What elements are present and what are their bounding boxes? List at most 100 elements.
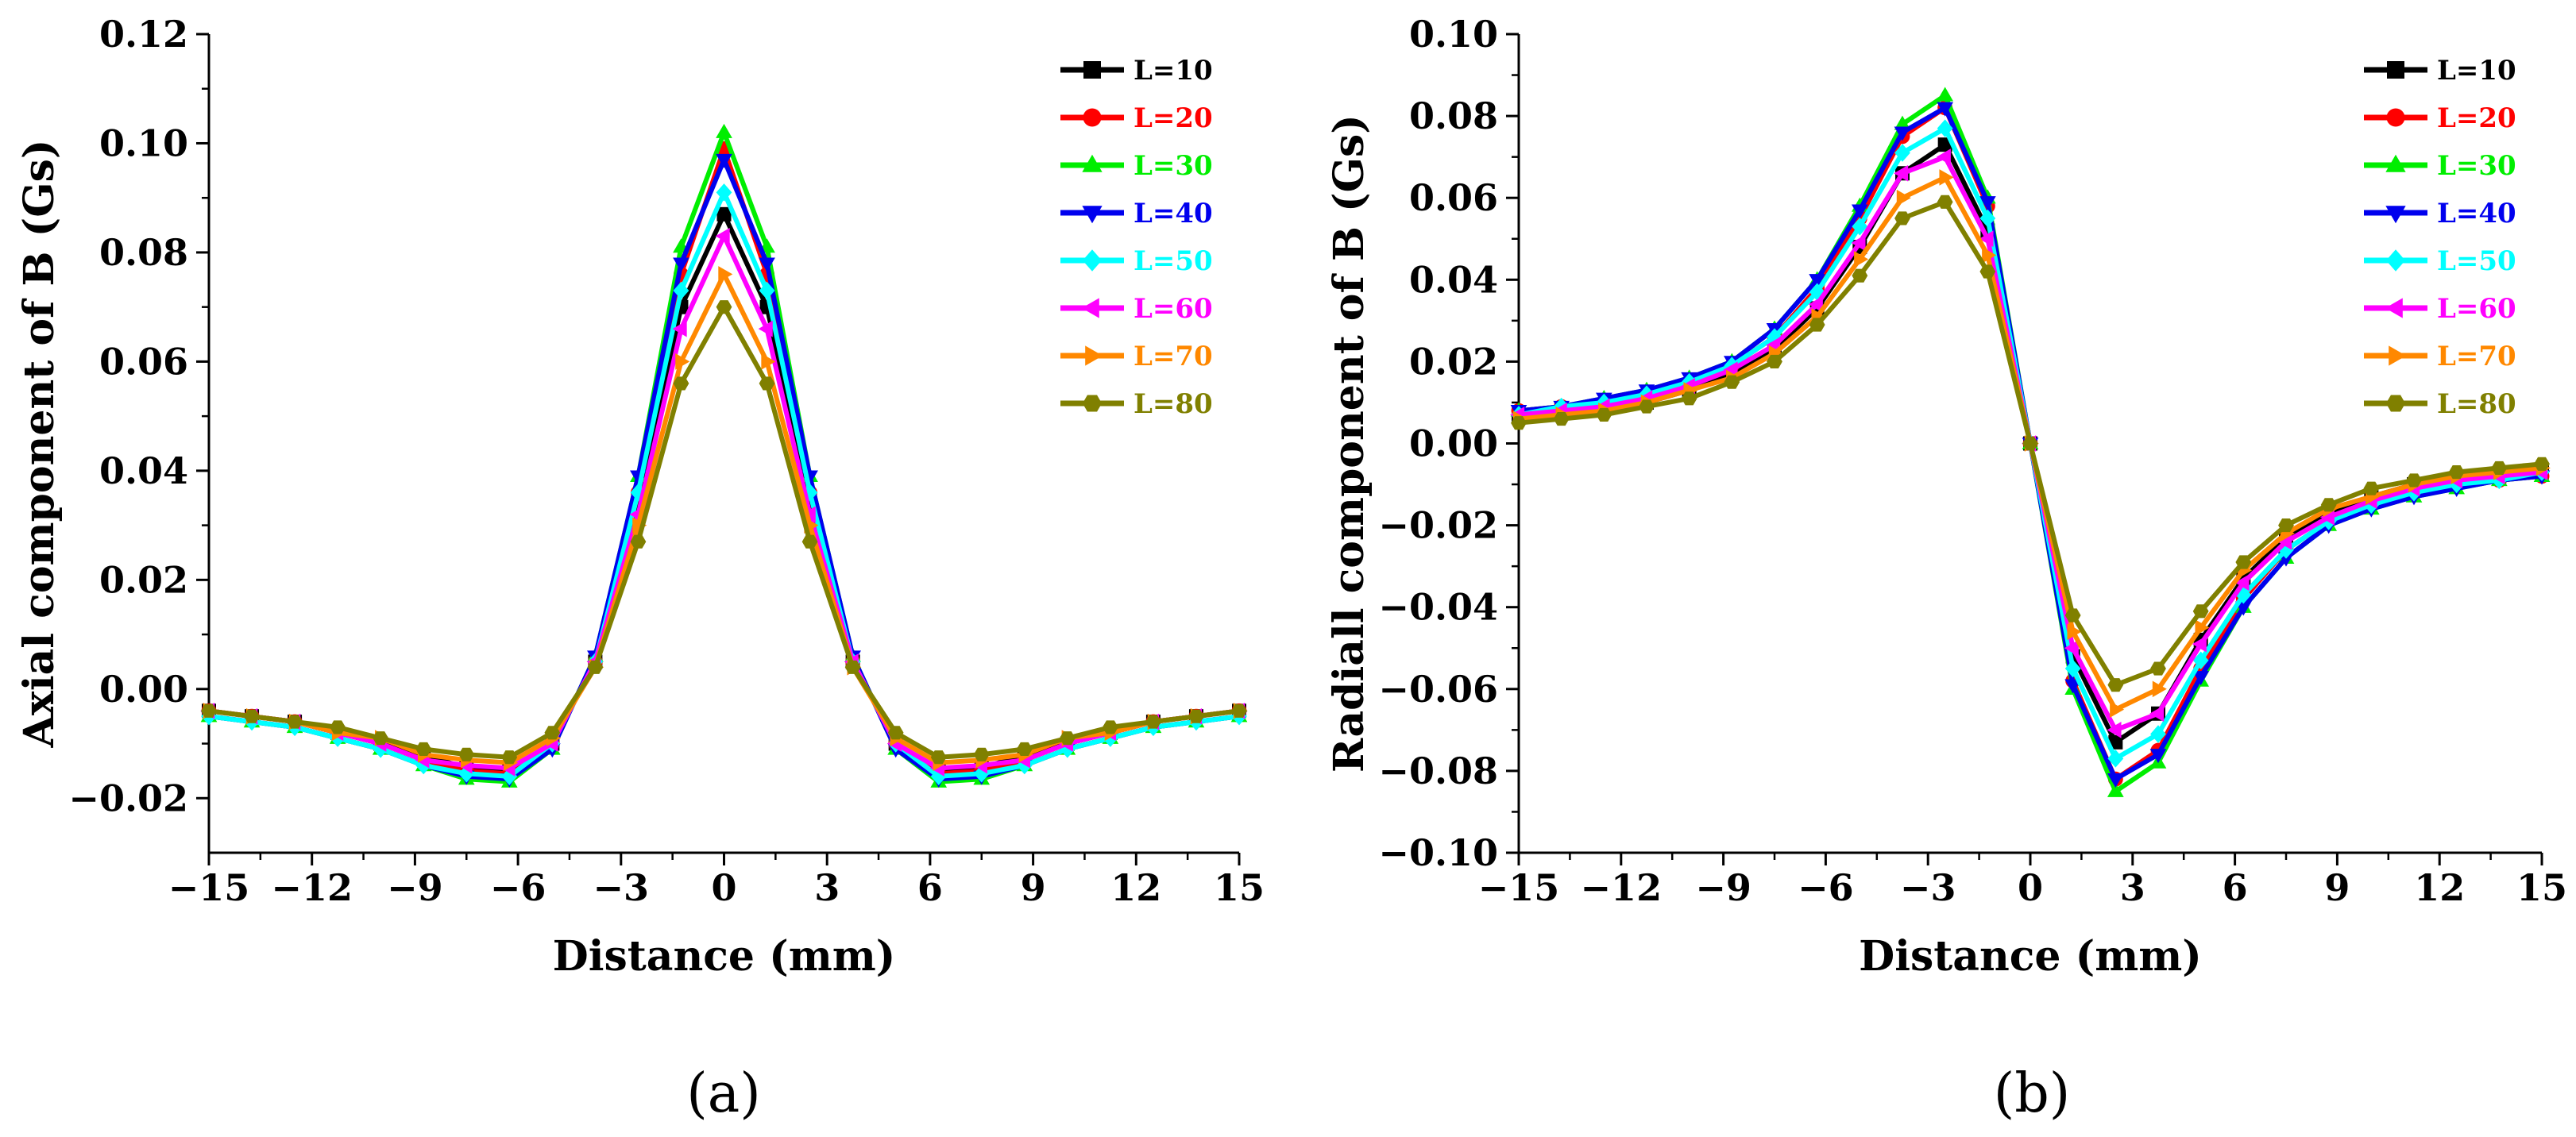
panel-b-legend-label: L=40 xyxy=(2437,198,2516,229)
panel-a-data-point xyxy=(716,153,732,168)
panel-b-data-point xyxy=(1982,247,1997,264)
panel-a-data-point xyxy=(501,750,518,765)
panel-a-legend: L=10 L=20 L=30 L=40 L=50 L=60 L=70 L=80 xyxy=(1060,55,1213,420)
panel-a-x-tick-label: 0 xyxy=(711,866,736,909)
panel-a-legend-marker xyxy=(1082,395,1103,412)
panel-b-data-point xyxy=(1808,295,1823,313)
panel-a-legend-marker xyxy=(1085,345,1103,366)
panel-a-x-tick-label: 15 xyxy=(1214,866,1265,909)
panel-b-data-point xyxy=(2192,604,2209,619)
panel-b-data-point xyxy=(2064,608,2081,622)
panel-b-data-point xyxy=(2150,725,2166,743)
panel-b-data-point xyxy=(1511,416,1527,430)
panel-a-y-tick-label: 0.12 xyxy=(99,13,188,56)
panel-a-series-L-80 xyxy=(201,300,1247,765)
panel-b-data-point xyxy=(2064,639,2079,657)
panel-b-data-point xyxy=(1896,189,1911,206)
panel-a-legend-marker xyxy=(1083,108,1102,127)
panel-b-legend-label: L=20 xyxy=(2437,102,2516,134)
panel-a-data-point xyxy=(761,353,776,370)
panel-a-series-line xyxy=(208,211,1240,773)
panel-a-series-line xyxy=(208,157,1240,782)
panel-a-data-point xyxy=(716,300,732,314)
panel-a-data-point xyxy=(330,720,346,734)
panel-b-legend-marker xyxy=(2385,206,2406,224)
panel-b-legend-marker xyxy=(2385,395,2406,412)
panel-b-x-tick-label: 0 xyxy=(2018,866,2043,909)
panel-b-data-point xyxy=(2064,679,2082,694)
panel-b-data-point xyxy=(1937,195,1953,209)
panel-a-legend-marker xyxy=(1083,61,1101,79)
panel-a-data-point xyxy=(672,320,687,337)
panel-a-legend-label: L=80 xyxy=(1134,388,1213,420)
panel-b-data-point xyxy=(2150,661,2166,676)
panel-b-data-point xyxy=(1939,169,1954,186)
panel-b-legend-marker xyxy=(2387,61,2404,79)
panel-b-y-tick-label: 0.06 xyxy=(1409,176,1498,219)
panel-b-data-point xyxy=(1894,126,1911,141)
panel-b-legend-label: L=60 xyxy=(2437,293,2516,325)
panel-a-data-point xyxy=(1016,742,1033,756)
panel-b-data-point xyxy=(1809,274,1826,289)
panel-b-data-point xyxy=(2152,680,2167,698)
panel-b-data-point xyxy=(1937,119,1953,137)
panel-b-data-point xyxy=(1809,318,1825,332)
panel-b-y-tick-label: 0.00 xyxy=(1409,422,1498,465)
panel-a-data-point xyxy=(758,320,773,337)
panel-b-y-tick-label: 0.10 xyxy=(1409,13,1498,56)
panel-b-data-point xyxy=(1937,102,1954,117)
panel-a-series-line xyxy=(208,190,1240,779)
panel-a-data-point xyxy=(630,534,647,549)
panel-a-y-tick-label: 0.02 xyxy=(99,558,188,601)
panel-b-data-point xyxy=(1936,148,1951,165)
panel-b-x-tick-label: −3 xyxy=(1900,866,1956,909)
panel-b-legend-marker xyxy=(2385,298,2403,318)
panel-b-data-point xyxy=(2406,473,2422,488)
panel-b-data-point xyxy=(1894,211,1910,225)
panel-a-data-point xyxy=(201,703,217,718)
panel-b-x-tick-label: −6 xyxy=(1798,866,1854,909)
panel-b-data-point xyxy=(2107,722,2122,738)
panel-a-data-point xyxy=(544,726,561,740)
panel-a-series-line xyxy=(208,272,1240,765)
panel-b-y-tick-label: −0.02 xyxy=(1378,504,1498,547)
panel-a-x-tick-label: 3 xyxy=(814,866,840,909)
panel-a-data-point xyxy=(1188,709,1204,723)
panel-a-series-line xyxy=(208,129,1240,784)
panel-a-data-point xyxy=(801,534,818,549)
panel-b-data-point xyxy=(2022,436,2038,451)
panel-a-x-tick-label: −15 xyxy=(168,866,250,909)
panel-b-data-point xyxy=(2278,518,2294,533)
panel-b: −15 −12 −9 −6 −3 0 3 6 9 12 15 −0.10 −0.08 −0.06 −0.04… xyxy=(1325,13,2567,1125)
panel-a-data-point xyxy=(759,376,775,391)
panel-a-data-point xyxy=(930,750,947,765)
panel-b-x-tick-label: 15 xyxy=(2516,866,2567,909)
panel-b-y-tick-label: 0.08 xyxy=(1409,94,1498,137)
panel-a-data-point xyxy=(1145,715,1161,729)
panel-b-data-point xyxy=(2107,782,2124,797)
panel-b-legend-marker xyxy=(2385,249,2406,272)
panel-b-data-point xyxy=(2110,701,2125,718)
panel-a-y-tick-label: 0.04 xyxy=(99,449,188,492)
panel-b-data-point xyxy=(1894,164,1909,182)
panel-a-data-point xyxy=(1102,720,1118,734)
panel-b-x-tick-label: 9 xyxy=(2324,866,2350,909)
panel-b-data-point xyxy=(1723,361,1738,379)
panel-b-data-point xyxy=(1894,144,1910,162)
panel-a-x-tick-label: −3 xyxy=(593,866,650,909)
panel-a-series-L-70 xyxy=(203,266,1248,771)
panel-a-data-point xyxy=(287,715,303,729)
panel-b-data-point xyxy=(2107,773,2124,788)
panel-a-data-point xyxy=(1231,703,1247,718)
panel-a-data-point xyxy=(844,660,861,674)
panel-a-data-point xyxy=(718,266,733,283)
panel-b-data-point xyxy=(2534,457,2550,471)
panel-a-label: (a) xyxy=(686,1062,761,1125)
panel-a-data-point xyxy=(759,257,775,272)
panel-b-data-point xyxy=(2107,678,2124,692)
panel-b-legend-marker xyxy=(2386,108,2405,127)
panel-b-data-point xyxy=(2107,750,2124,768)
panel-a-data-point xyxy=(330,729,346,747)
panel-b-data-point xyxy=(1851,204,1868,219)
